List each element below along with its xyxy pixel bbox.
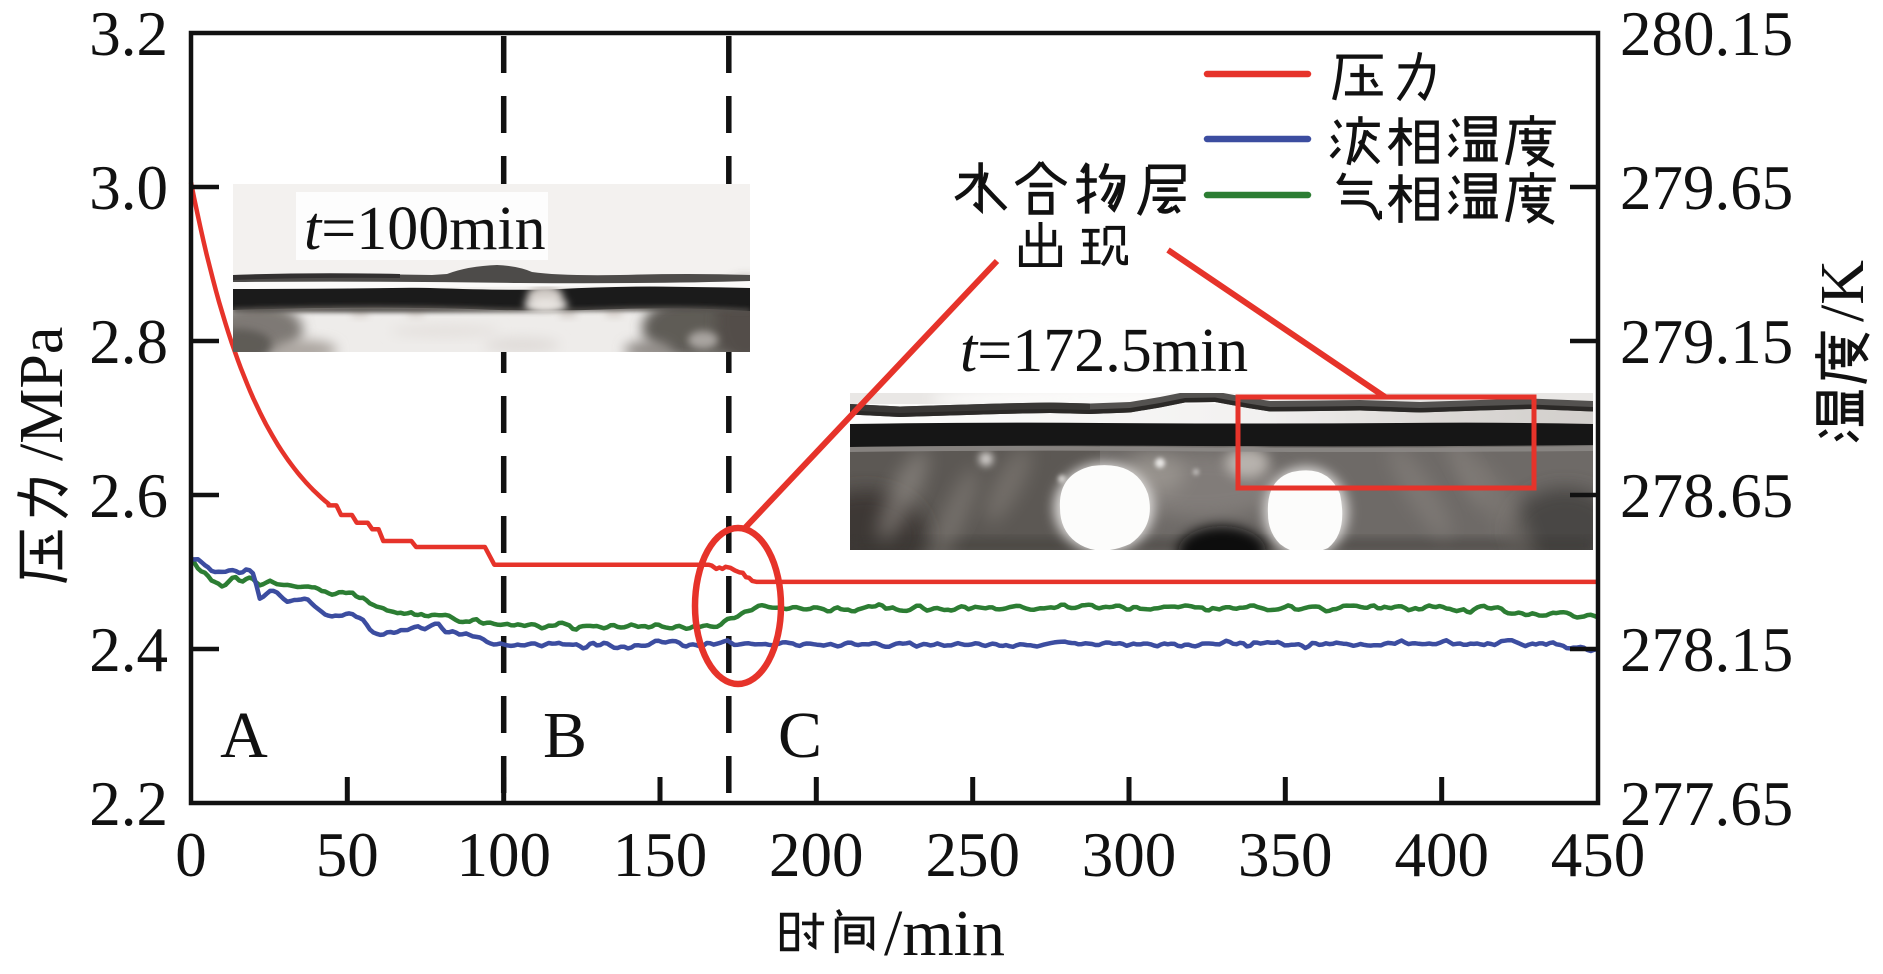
svg-text:/K: /K	[1809, 260, 1877, 322]
svg-text:50: 50	[316, 820, 379, 890]
svg-text:150: 150	[613, 820, 708, 890]
svg-text:2.2: 2.2	[89, 769, 168, 839]
svg-text:/min: /min	[884, 897, 1005, 970]
svg-text:350: 350	[1238, 820, 1333, 890]
svg-text:278.15: 278.15	[1620, 615, 1793, 685]
svg-text:400: 400	[1394, 820, 1489, 890]
svg-text:280.15: 280.15	[1620, 0, 1793, 69]
svg-text:2.6: 2.6	[89, 461, 168, 531]
svg-text:250: 250	[925, 820, 1020, 890]
svg-text:t=172.5min: t=172.5min	[960, 317, 1248, 385]
svg-text:279.15: 279.15	[1620, 307, 1793, 377]
svg-text:t=100min: t=100min	[304, 195, 546, 263]
svg-text:450: 450	[1551, 820, 1646, 890]
svg-text:A: A	[220, 699, 268, 772]
svg-text:3.0: 3.0	[89, 153, 168, 223]
svg-text:B: B	[543, 699, 587, 772]
svg-text:3.2: 3.2	[89, 0, 168, 69]
svg-text:/MPa: /MPa	[8, 327, 76, 461]
svg-text:200: 200	[769, 820, 864, 890]
svg-text:277.65: 277.65	[1620, 769, 1793, 839]
svg-text:C: C	[778, 699, 822, 772]
svg-text:0: 0	[175, 820, 207, 890]
svg-text:2.8: 2.8	[89, 307, 168, 377]
svg-text:278.65: 278.65	[1620, 461, 1793, 531]
svg-text:300: 300	[1082, 820, 1177, 890]
svg-text:100: 100	[456, 820, 551, 890]
svg-text:279.65: 279.65	[1620, 153, 1793, 223]
svg-text:2.4: 2.4	[89, 615, 168, 685]
